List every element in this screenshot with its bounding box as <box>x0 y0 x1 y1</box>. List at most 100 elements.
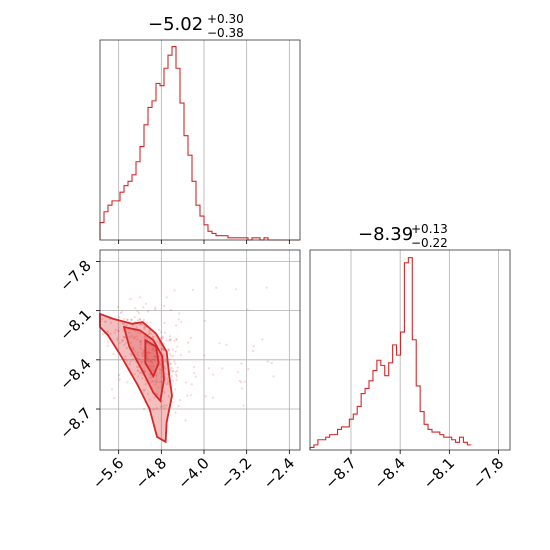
scatter-point <box>176 345 179 348</box>
scatter-point <box>123 335 126 339</box>
scatter-point <box>171 400 175 404</box>
scatter-point <box>238 379 241 383</box>
scatter-point <box>169 362 172 365</box>
scatter-point <box>153 396 156 399</box>
scatter-point <box>190 394 193 397</box>
marginal-1-ticks <box>118 240 290 244</box>
scatter-point <box>139 340 142 343</box>
scatter-point <box>152 408 155 411</box>
scatter-point <box>146 357 150 361</box>
scatter-point <box>156 393 159 396</box>
scatter-point <box>131 347 135 350</box>
scatter-point <box>129 341 132 344</box>
scatter-point <box>142 407 146 411</box>
scatter-point <box>148 331 151 334</box>
scatter-point <box>140 360 143 363</box>
scatter-point <box>110 388 114 391</box>
scatter-point <box>128 331 131 334</box>
scatter-point <box>192 365 196 368</box>
scatter-point <box>153 349 156 353</box>
scatter-point <box>204 395 207 398</box>
scatter-point <box>167 395 171 398</box>
scatter-point <box>168 335 171 338</box>
scatter-point <box>149 351 152 355</box>
scatter-point <box>158 371 162 375</box>
scatter-point <box>189 336 192 339</box>
scatter-point <box>106 330 110 333</box>
scatter-point <box>114 328 117 332</box>
scatter-point <box>203 319 207 323</box>
scatter-point <box>148 398 151 402</box>
marginal-1-title-minus: −0.38 <box>207 26 244 40</box>
scatter-point <box>166 377 169 380</box>
scatter-point <box>140 363 143 366</box>
scatter-point <box>131 334 134 338</box>
scatter-point <box>125 324 128 327</box>
scatter-point <box>124 355 127 358</box>
scatter-point <box>148 365 151 368</box>
scatter-point <box>129 352 132 355</box>
scatter-point <box>146 355 149 358</box>
scatter-point <box>134 353 137 356</box>
marginal-panel-2: −8.7 −8.4 −8.1 −7.8 −8.39 +0.13 −0.22 <box>309 222 511 493</box>
scatter-point <box>207 367 210 370</box>
scatter-point <box>162 342 166 345</box>
scatter-point <box>149 376 152 379</box>
scatter-point <box>167 348 170 352</box>
scatter-point <box>143 369 147 373</box>
scatter-point <box>155 371 158 374</box>
scatter-point <box>151 336 155 339</box>
scatter-point <box>122 335 125 339</box>
scatter-point <box>136 365 139 368</box>
scatter-point <box>123 323 126 326</box>
scatter-point <box>180 320 183 323</box>
scatter-point <box>154 308 157 311</box>
scatter-point <box>147 351 150 354</box>
scatter-point <box>169 362 172 366</box>
scatter-point <box>150 380 153 383</box>
scatter-point <box>144 383 147 386</box>
scatter-point <box>163 391 166 394</box>
scatter-point <box>169 368 172 371</box>
scatter-point <box>123 343 126 347</box>
scatter-point <box>146 310 150 313</box>
scatter-point <box>143 336 146 339</box>
scatter-point <box>118 373 121 377</box>
scatter-point <box>154 383 157 386</box>
scatter-point <box>138 317 141 321</box>
scatter-point <box>138 358 141 361</box>
scatter-point <box>108 318 111 321</box>
scatter-point <box>148 343 151 346</box>
scatter-point <box>169 339 172 342</box>
x-tick-label: −8.4 <box>370 454 408 492</box>
scatter-point <box>247 368 250 371</box>
scatter-point <box>131 358 135 361</box>
scatter-point <box>129 298 132 301</box>
scatter-point <box>166 380 169 384</box>
scatter-point <box>194 375 197 378</box>
scatter-point <box>151 380 154 383</box>
scatter-point <box>212 396 215 399</box>
scatter-point <box>112 352 115 356</box>
marginal-2-frame <box>309 249 511 451</box>
scatter-point <box>137 369 140 373</box>
scatter-point <box>126 318 129 321</box>
scatter-point <box>168 358 171 361</box>
y-tick-label: −7.8 <box>56 257 94 295</box>
scatter-point <box>159 363 162 366</box>
scatter-point <box>155 373 158 377</box>
scatter-point <box>139 318 142 321</box>
scatter-point <box>139 323 143 326</box>
scatter-point <box>168 338 171 342</box>
scatter-point <box>153 306 157 309</box>
x-tick-label: −5.6 <box>89 454 127 492</box>
scatter-point <box>121 340 124 343</box>
scatter-point <box>154 380 157 383</box>
scatter-point <box>140 360 143 364</box>
scatter-point <box>163 304 166 308</box>
marginal-2-ticks: −8.7 −8.4 −8.1 −7.8 <box>321 450 507 493</box>
scatter-point <box>148 329 151 332</box>
scatter-point <box>119 311 122 315</box>
scatter-point <box>162 354 165 357</box>
scatter-point <box>141 352 144 355</box>
